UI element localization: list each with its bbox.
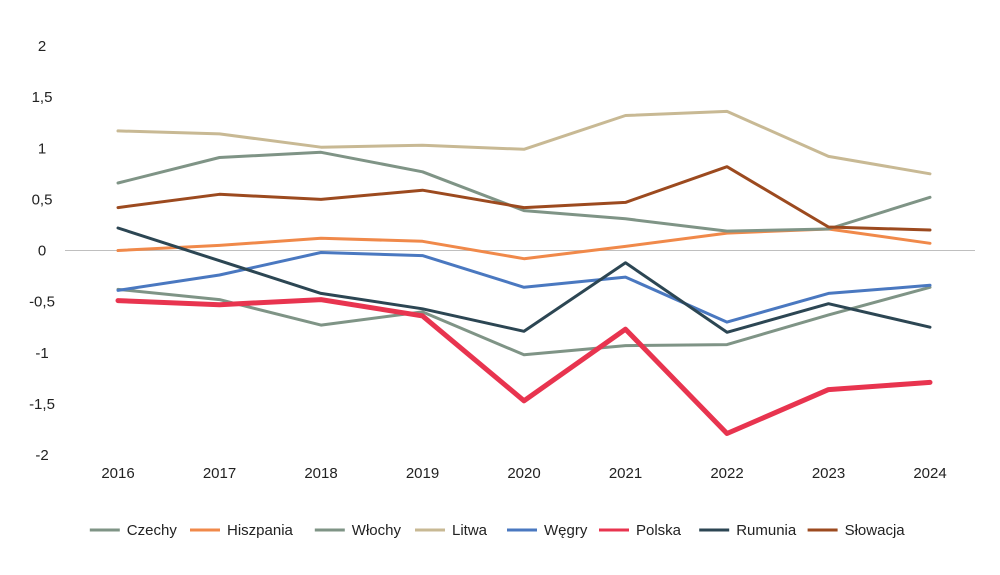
legend-item: Czechy — [89, 522, 178, 539]
legend-label: Czechy — [127, 522, 178, 539]
x-tick-label: 2024 — [913, 465, 946, 482]
series-line-włochy — [116, 150, 932, 233]
series-line-rumunia — [116, 226, 932, 334]
series-line-słowacja — [116, 165, 932, 232]
legend-item: Polska — [599, 522, 682, 539]
series-line-litwa — [116, 109, 932, 176]
x-tick-label: 2023 — [812, 465, 845, 482]
legend-label: Litwa — [452, 522, 488, 539]
series-line-polska — [115, 297, 933, 436]
legend-item: Słowacja — [807, 522, 906, 539]
x-tick-label: 2021 — [609, 465, 642, 482]
y-tick-label: 1,5 — [32, 89, 53, 106]
y-tick-label: -1 — [35, 345, 48, 362]
legend-item: Hiszpania — [190, 522, 294, 539]
legend-label: Słowacja — [845, 522, 906, 539]
x-tick-label: 2017 — [203, 465, 236, 482]
x-axis: 2016 2017 2018 2019 2020 2021 2022 2023 2024 — [101, 465, 946, 482]
legend-label: Hiszpania — [227, 522, 294, 539]
legend-item: Włochy — [314, 522, 402, 539]
x-tick-label: 2020 — [507, 465, 540, 482]
x-tick-label: 2018 — [304, 465, 337, 482]
y-tick-label: 0 — [38, 243, 46, 260]
legend: Czechy Hiszpania Włochy Litwa Węgry Polska Rum… — [89, 522, 906, 539]
y-tick-label: -0,5 — [29, 294, 55, 311]
y-tick-label: 1 — [38, 140, 46, 157]
series-line-czechy — [116, 285, 932, 357]
legend-item: Rumunia — [699, 522, 797, 539]
legend-item: Litwa — [415, 522, 488, 539]
x-tick-label: 2019 — [406, 465, 439, 482]
legend-label: Węgry — [544, 522, 588, 539]
y-tick-label: -1,5 — [29, 396, 55, 413]
series-lines — [115, 109, 933, 436]
series-line-hiszpania — [116, 227, 932, 261]
x-tick-label: 2016 — [101, 465, 134, 482]
series-line-węgry — [116, 251, 932, 324]
legend-label: Rumunia — [736, 522, 797, 539]
legend-label: Włochy — [352, 522, 402, 539]
y-tick-label: 2 — [38, 38, 46, 55]
legend-item: Węgry — [507, 522, 588, 539]
legend-label: Polska — [636, 522, 682, 539]
x-tick-label: 2022 — [710, 465, 743, 482]
y-tick-label: -2 — [35, 447, 48, 464]
y-tick-label: 0,5 — [32, 191, 53, 208]
y-axis: 2 1,5 1 0,5 0 -0,5 -1 -1,5 -2 — [29, 38, 55, 464]
